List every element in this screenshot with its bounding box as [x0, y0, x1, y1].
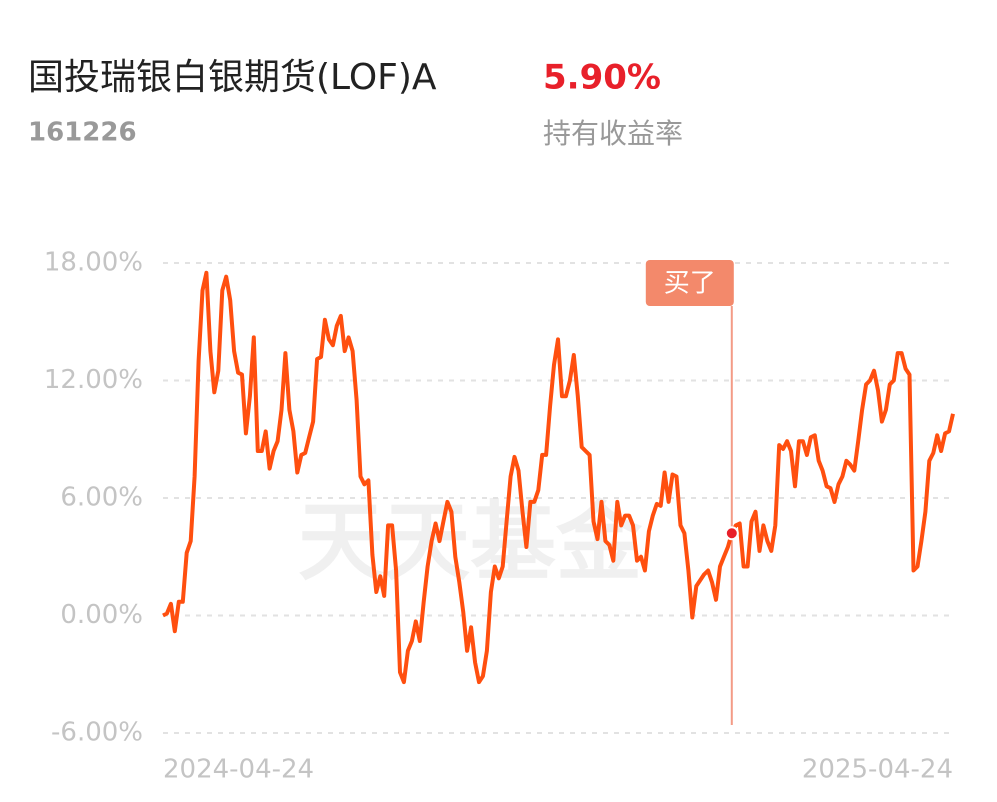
return-label: 持有收益率 [543, 117, 683, 150]
x-tick-label: 2024-04-24 [163, 755, 314, 785]
return-value: 5.90% [543, 58, 661, 98]
line-series [162, 270, 955, 685]
y-tick-label: 18.00% [44, 248, 143, 278]
y-tick-label: 0.00% [60, 600, 143, 630]
fund-code: 161226 [28, 118, 137, 148]
y-tick-label: 12.00% [44, 365, 143, 395]
watermark: 天天基金 [298, 492, 643, 592]
y-tick-label: 6.00% [60, 483, 143, 513]
buy-point [724, 526, 739, 541]
buy-label: 买了 [664, 269, 716, 299]
y-tick-label: -6.00% [51, 718, 143, 748]
x-tick-label: 2025-04-24 [802, 755, 953, 785]
fund-title: 国投瑞银白银期货(LOF)A [28, 57, 437, 98]
buy-badge [645, 260, 734, 306]
